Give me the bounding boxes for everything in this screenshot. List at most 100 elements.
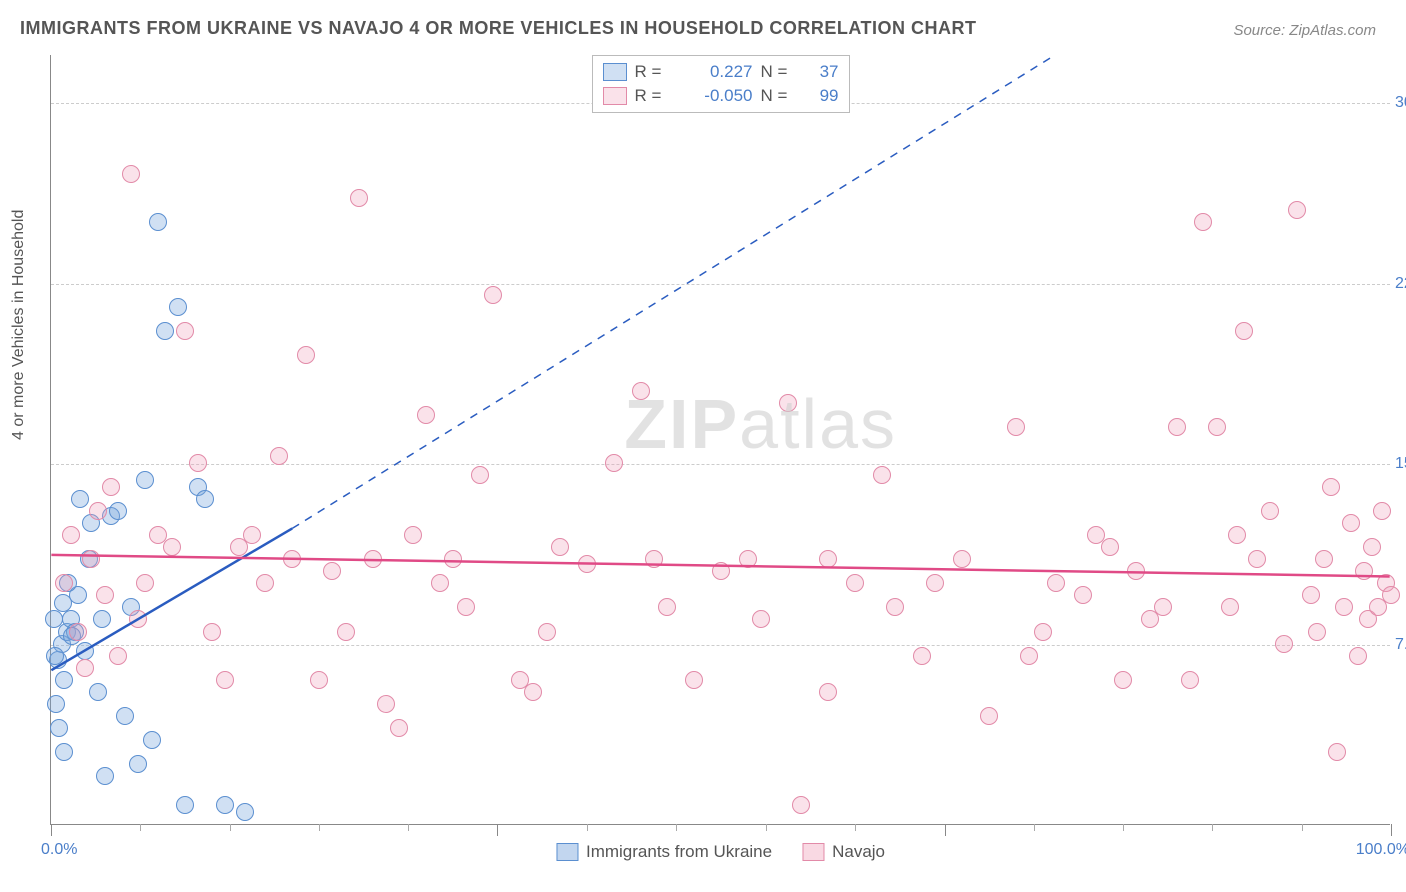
scatter-point: [377, 695, 395, 713]
scatter-point: [136, 574, 154, 592]
scatter-point: [196, 490, 214, 508]
scatter-point: [471, 466, 489, 484]
scatter-point: [1363, 538, 1381, 556]
scatter-point: [658, 598, 676, 616]
scatter-point: [283, 550, 301, 568]
y-tick-label: 15.0%: [1395, 455, 1406, 473]
x-tick-major: [945, 824, 946, 836]
scatter-point: [337, 623, 355, 641]
scatter-point: [712, 562, 730, 580]
scatter-point: [779, 394, 797, 412]
scatter-point: [1373, 502, 1391, 520]
scatter-point: [176, 322, 194, 340]
scatter-point: [1181, 671, 1199, 689]
scatter-point: [752, 610, 770, 628]
scatter-point: [1047, 574, 1065, 592]
scatter-point: [350, 189, 368, 207]
legend-swatch: [603, 87, 627, 105]
scatter-point: [484, 286, 502, 304]
scatter-point: [1322, 478, 1340, 496]
legend-r-value: -0.050: [683, 86, 753, 106]
scatter-point: [1221, 598, 1239, 616]
scatter-point: [632, 382, 650, 400]
scatter-point: [913, 647, 931, 665]
series-legend-item: Immigrants from Ukraine: [556, 842, 772, 862]
x-tick-minor: [676, 824, 677, 831]
legend-n-label: N =: [761, 86, 801, 106]
scatter-point: [1127, 562, 1145, 580]
correlation-legend-row: R =0.227N =37: [603, 60, 839, 84]
scatter-point: [1208, 418, 1226, 436]
scatter-point: [1034, 623, 1052, 641]
scatter-point: [310, 671, 328, 689]
x-tick-minor: [1302, 824, 1303, 831]
scatter-point: [243, 526, 261, 544]
scatter-point: [176, 796, 194, 814]
scatter-point: [109, 502, 127, 520]
scatter-point: [1275, 635, 1293, 653]
scatter-point: [1302, 586, 1320, 604]
chart-title: IMMIGRANTS FROM UKRAINE VS NAVAJO 4 OR M…: [20, 18, 977, 39]
scatter-point: [886, 598, 904, 616]
x-tick-minor: [1034, 824, 1035, 831]
x-tick-minor: [319, 824, 320, 831]
correlation-legend: R =0.227N =37R =-0.050N =99: [592, 55, 850, 113]
scatter-point: [1308, 623, 1326, 641]
x-tick-minor: [1123, 824, 1124, 831]
scatter-point: [136, 471, 154, 489]
scatter-point: [926, 574, 944, 592]
x-tick-minor: [855, 824, 856, 831]
x-tick-minor: [230, 824, 231, 831]
scatter-point: [47, 695, 65, 713]
scatter-point: [143, 731, 161, 749]
scatter-point: [873, 466, 891, 484]
scatter-point: [149, 213, 167, 231]
scatter-point: [50, 719, 68, 737]
scatter-point: [685, 671, 703, 689]
legend-swatch: [802, 843, 824, 861]
scatter-point: [846, 574, 864, 592]
plot-area: ZIPatlas R =0.227N =37R =-0.050N =99 0.0…: [50, 55, 1390, 825]
scatter-point: [129, 755, 147, 773]
scatter-point: [189, 454, 207, 472]
scatter-point: [122, 165, 140, 183]
y-tick-label: 22.5%: [1395, 275, 1406, 293]
source-label: Source: ZipAtlas.com: [1233, 22, 1376, 39]
scatter-point: [819, 550, 837, 568]
scatter-point: [297, 346, 315, 364]
scatter-point: [1235, 322, 1253, 340]
scatter-point: [256, 574, 274, 592]
legend-r-label: R =: [635, 62, 675, 82]
y-tick-label: 30.0%: [1395, 94, 1406, 112]
series-legend-item: Navajo: [802, 842, 885, 862]
scatter-point: [236, 803, 254, 821]
y-tick-label: 7.5%: [1395, 636, 1406, 654]
x-axis-min-label: 0.0%: [41, 841, 77, 859]
scatter-point: [71, 490, 89, 508]
scatter-point: [1261, 502, 1279, 520]
scatter-point: [76, 642, 94, 660]
scatter-point: [76, 659, 94, 677]
scatter-point: [1349, 647, 1367, 665]
scatter-point: [1342, 514, 1360, 532]
scatter-point: [551, 538, 569, 556]
scatter-point: [82, 550, 100, 568]
scatter-point: [96, 767, 114, 785]
scatter-point: [55, 574, 73, 592]
scatter-point: [89, 683, 107, 701]
series-legend-label: Navajo: [832, 842, 885, 862]
scatter-point: [169, 298, 187, 316]
scatter-point: [1228, 526, 1246, 544]
scatter-point: [605, 454, 623, 472]
scatter-point: [102, 478, 120, 496]
x-axis-max-label: 100.0%: [1356, 841, 1406, 859]
scatter-point: [270, 447, 288, 465]
scatter-point: [1020, 647, 1038, 665]
watermark-atlas: atlas: [739, 385, 897, 463]
scatter-point: [819, 683, 837, 701]
scatter-point: [116, 707, 134, 725]
scatter-point: [739, 550, 757, 568]
legend-swatch: [556, 843, 578, 861]
x-tick-minor: [140, 824, 141, 831]
scatter-point: [96, 586, 114, 604]
